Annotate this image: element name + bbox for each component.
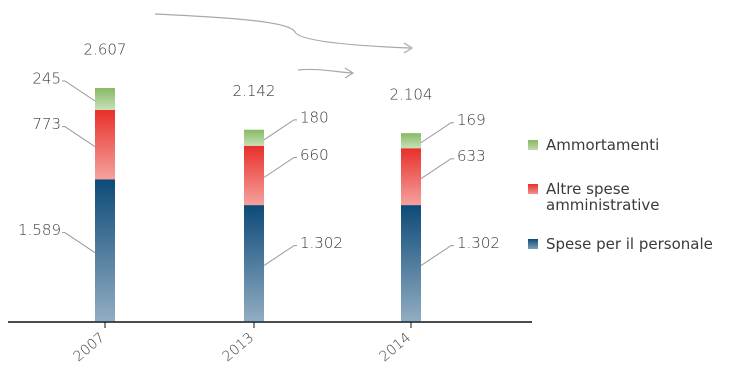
bar-segment — [401, 148, 421, 206]
x-tick-label: 2007 — [71, 330, 109, 365]
legend-label: Ammortamenti — [546, 136, 660, 154]
decor-arrow — [297, 68, 353, 74]
x-tick-label: 2013 — [220, 330, 258, 365]
value-label: 633 — [457, 147, 486, 165]
bar-segment — [401, 133, 421, 149]
legend-item: Ammortamenti — [528, 137, 666, 153]
x-tick-label: 2014 — [377, 330, 415, 365]
value-label: 660 — [300, 146, 329, 164]
total-label: 2.142 — [233, 82, 276, 100]
leader-line — [420, 122, 454, 144]
leader-line — [62, 126, 96, 148]
value-label: 245 — [32, 69, 61, 87]
total-label: 2.104 — [390, 86, 433, 104]
decor-arrow-head — [344, 67, 355, 79]
legend-item: Spese per il personale — [528, 236, 746, 252]
decor-arrow-head — [403, 42, 414, 54]
value-label: 1.302 — [300, 234, 343, 252]
leader-line — [62, 80, 96, 102]
legend-swatch — [528, 184, 538, 194]
leader-line — [263, 245, 297, 266]
bar-segment — [244, 129, 264, 146]
value-label: 1.302 — [457, 234, 500, 252]
bar-segment — [401, 205, 421, 322]
legend-swatch — [528, 239, 538, 249]
leader-line — [420, 245, 454, 266]
total-label: 2.607 — [84, 41, 127, 59]
value-label: 773 — [32, 115, 61, 133]
value-label: 1.589 — [18, 221, 61, 239]
bar-segment — [95, 109, 115, 180]
legend-label: Spese per il personale — [546, 235, 713, 253]
bar-segment — [95, 88, 115, 110]
bar-segment — [244, 205, 264, 322]
bar-segment — [244, 145, 264, 206]
legend-item: Altre spese amministrative — [528, 181, 666, 213]
bar-segment — [95, 179, 115, 322]
leader-line — [420, 158, 454, 180]
leader-line — [263, 157, 297, 178]
legend-label: Altre spese amministrative — [546, 180, 660, 214]
decor-arrow — [154, 13, 411, 49]
value-label: 169 — [457, 111, 486, 129]
leader-line — [263, 119, 297, 141]
value-label: 180 — [300, 108, 329, 126]
legend-swatch — [528, 140, 538, 150]
leader-line — [62, 232, 96, 254]
